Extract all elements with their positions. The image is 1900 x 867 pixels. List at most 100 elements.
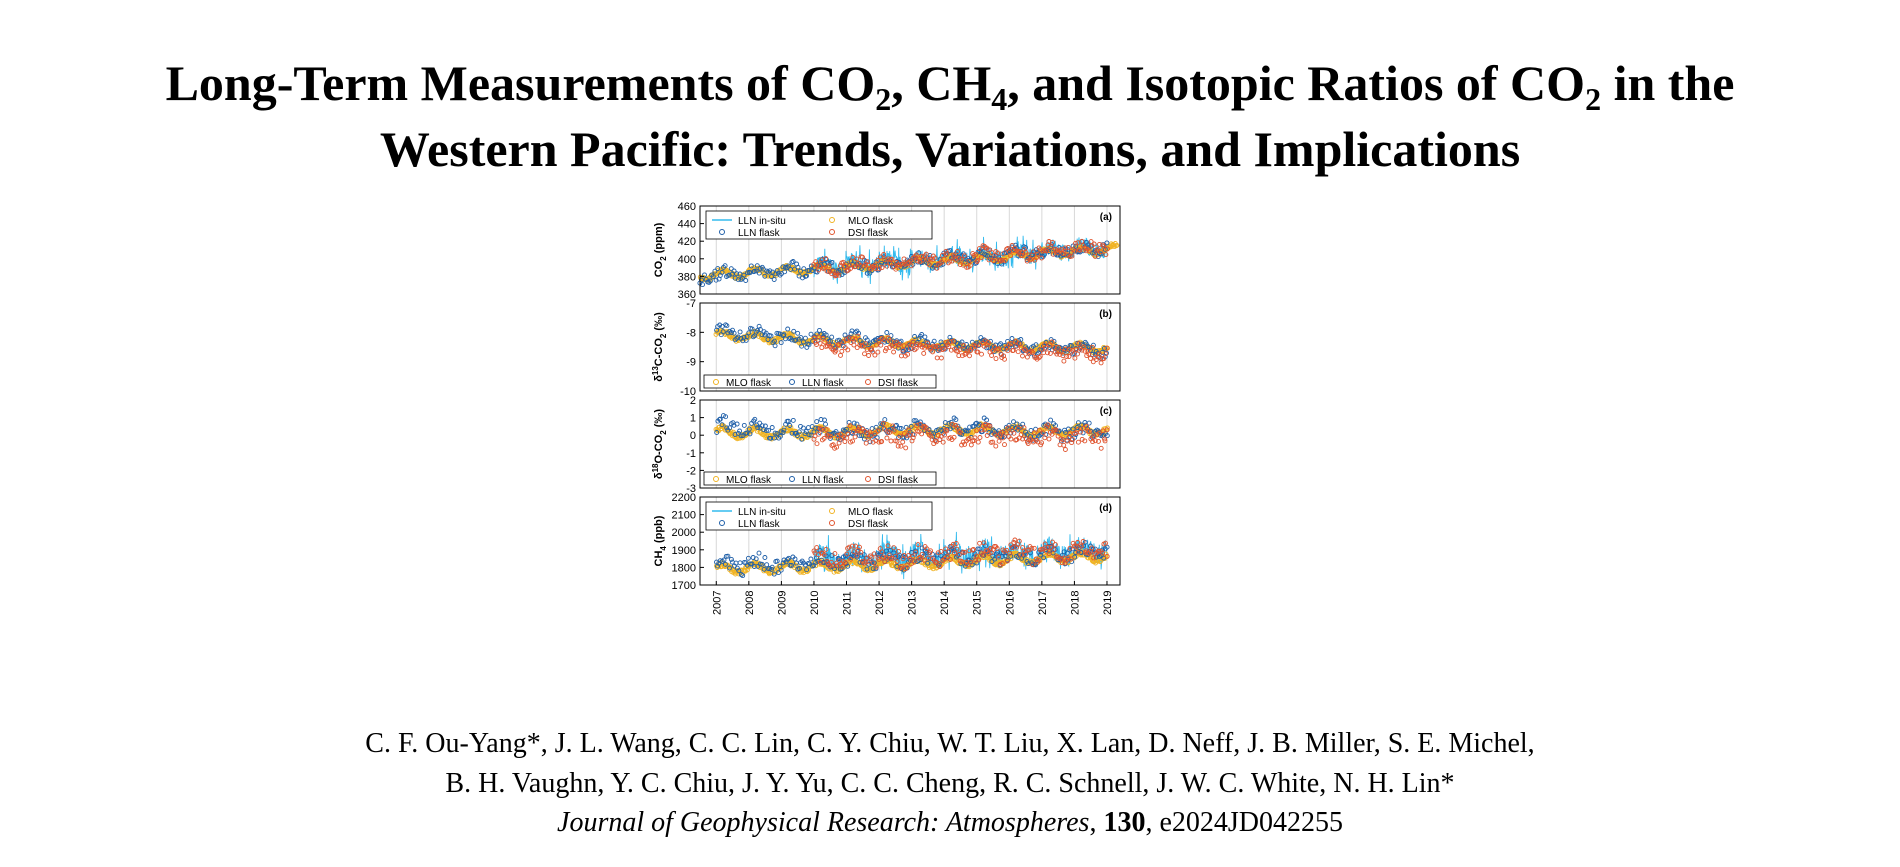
data-point-dsi-flask — [979, 427, 984, 433]
data-point-dsi-flask — [961, 343, 967, 348]
data-point-lln-flask — [756, 550, 762, 556]
legend-label: MLO flask — [848, 216, 894, 227]
data-point-dsi-flask — [926, 262, 932, 268]
journal-name: Journal of Geophysical Research: Atmosph… — [557, 807, 1090, 838]
data-point-dsi-flask — [854, 256, 860, 262]
data-point-lln-flask — [888, 547, 893, 553]
data-point-dsi-flask — [1034, 251, 1040, 257]
data-point-dsi-flask — [965, 348, 971, 354]
y-tick-label: 2000 — [672, 527, 696, 539]
y-axis-label-part: 4 — [659, 546, 668, 551]
data-point-lln-flask — [741, 272, 747, 278]
data-point-dsi-flask — [999, 429, 1005, 435]
data-point-dsi-flask — [1016, 341, 1022, 347]
data-point-dsi-flask — [973, 553, 979, 559]
paper-title: Long-Term Measurements of CO2, CH4, and … — [0, 50, 1900, 182]
data-point-dsi-flask — [1044, 248, 1050, 254]
data-point-dsi-flask — [885, 543, 891, 549]
data-point-dsi-flask — [824, 558, 830, 564]
data-point-dsi-flask — [827, 433, 833, 439]
data-point-dsi-flask — [1098, 360, 1104, 366]
data-point-dsi-flask — [816, 334, 822, 340]
data-point-dsi-flask — [1088, 355, 1093, 361]
data-point-lln-flask — [1102, 345, 1107, 351]
data-point-dsi-flask — [896, 341, 902, 347]
data-point-mlo-flask — [833, 435, 839, 441]
data-point-dsi-flask — [976, 246, 982, 252]
legend-marker — [829, 508, 835, 514]
data-point-lln-flask — [903, 424, 909, 430]
data-point-dsi-flask — [876, 266, 882, 272]
data-point-lln-flask — [803, 429, 809, 435]
y-tick-label: 1700 — [672, 580, 696, 592]
data-point-dsi-flask — [938, 548, 944, 554]
data-point-lln-flask — [1046, 424, 1052, 430]
data-point-dsi-flask — [1096, 351, 1102, 357]
data-point-dsi-flask — [872, 263, 878, 268]
data-point-dsi-flask — [959, 353, 965, 359]
data-point-dsi-flask — [937, 347, 943, 353]
data-point-dsi-flask — [949, 258, 955, 264]
data-point-lln-flask — [912, 334, 918, 339]
data-point-dsi-flask — [931, 343, 936, 349]
data-point-dsi-flask — [913, 549, 919, 555]
data-point-dsi-flask — [1067, 545, 1073, 551]
data-point-dsi-flask — [1024, 258, 1030, 264]
legend-marker — [789, 379, 795, 385]
data-point-dsi-flask — [1010, 347, 1016, 353]
data-point-dsi-flask — [1003, 430, 1009, 436]
x-tick-label: 2016 — [1004, 591, 1016, 615]
y-axis-label: δ18O-CO2 (‰) — [651, 409, 668, 479]
data-point-dsi-flask — [1100, 550, 1106, 556]
data-point-dsi-flask — [865, 262, 871, 268]
data-point-dsi-flask — [894, 438, 900, 444]
data-point-dsi-flask — [870, 349, 876, 355]
title-subscript: 2 — [875, 81, 892, 117]
data-point-dsi-flask — [1070, 437, 1075, 443]
data-point-dsi-flask — [1091, 241, 1097, 247]
y-axis-label-part: 13 — [651, 366, 660, 375]
data-point-dsi-flask — [1064, 558, 1070, 563]
data-point-dsi-flask — [943, 427, 949, 433]
y-axis-label-part: (ppm) — [653, 222, 665, 256]
data-point-lln-flask — [766, 427, 771, 433]
data-point-lln-flask — [806, 267, 812, 273]
data-point-dsi-flask — [1070, 347, 1076, 353]
data-point-dsi-flask — [907, 258, 913, 264]
data-point-lln-flask — [747, 561, 753, 567]
data-point-dsi-flask — [919, 431, 925, 437]
data-point-lln-flask — [1011, 419, 1016, 425]
data-point-dsi-flask — [972, 435, 978, 441]
data-point-dsi-flask — [889, 256, 895, 262]
data-point-lln-flask — [717, 416, 723, 422]
data-point-dsi-flask — [1055, 433, 1061, 439]
data-point-dsi-flask — [1096, 438, 1101, 444]
data-point-lln-flask — [851, 420, 857, 426]
data-point-dsi-flask — [847, 423, 853, 429]
data-point-dsi-flask — [863, 559, 869, 565]
data-point-lln-flask — [967, 424, 973, 430]
data-point-lln-flask — [737, 560, 743, 566]
data-point-dsi-flask — [1036, 355, 1042, 360]
data-point-lln-flask — [1086, 420, 1092, 426]
data-point-dsi-flask — [1040, 430, 1046, 436]
data-point-dsi-flask — [1031, 430, 1037, 436]
data-point-dsi-flask — [884, 435, 890, 441]
data-point-dsi-flask — [937, 564, 943, 570]
data-point-lln-flask — [785, 556, 791, 562]
y-tick-label: 400 — [678, 254, 696, 266]
data-point-dsi-flask — [879, 439, 885, 444]
data-point-dsi-flask — [1030, 350, 1036, 356]
y-axis-label: CH4 (ppb) — [653, 515, 668, 566]
data-point-lln-flask — [772, 343, 778, 349]
data-point-dsi-flask — [921, 557, 927, 563]
data-point-lln-flask — [710, 274, 716, 280]
data-point-lln-flask — [1037, 552, 1043, 558]
data-point-dsi-flask — [1045, 422, 1051, 428]
data-point-lln-flask — [776, 570, 781, 576]
author-list: C. F. Ou-Yang*, J. L. Wang, C. C. Lin, C… — [0, 724, 1900, 804]
data-point-dsi-flask — [890, 423, 896, 429]
data-point-dsi-flask — [974, 428, 980, 434]
data-point-dsi-flask — [1086, 429, 1092, 435]
data-point-dsi-flask — [971, 438, 977, 444]
